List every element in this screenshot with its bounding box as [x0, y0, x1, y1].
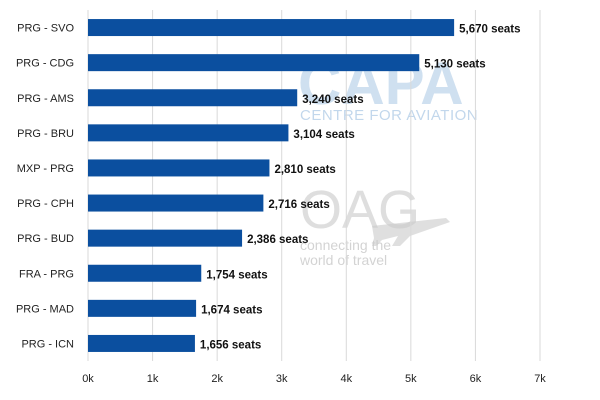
- value-label: 3,104 seats: [293, 129, 354, 141]
- category-label: PRG - BUD: [17, 233, 74, 245]
- value-label: 1,754 seats: [206, 269, 267, 281]
- x-tick-label: 7k: [534, 373, 546, 385]
- category-label: PRG - BRU: [17, 128, 74, 140]
- bar: [88, 299, 197, 317]
- category-label: PRG - ICN: [21, 338, 74, 350]
- value-label: 2,716 seats: [268, 199, 329, 211]
- value-label: 1,656 seats: [200, 339, 261, 351]
- value-label: 3,240 seats: [302, 94, 363, 106]
- bar: [88, 124, 289, 142]
- x-tick-label: 4k: [340, 373, 352, 385]
- watermarks: CAPA CENTRE FOR AVIATION OAG connecting …: [298, 50, 478, 268]
- value-labels: 5,670 seats 5,130 seats 3,240 seats 3,104 s…: [200, 24, 521, 352]
- value-label: 2,386 seats: [247, 234, 308, 246]
- capa-watermark-subtitle: CENTRE FOR AVIATION: [300, 107, 478, 124]
- bar: [88, 19, 455, 37]
- x-tick-label: 0k: [82, 373, 94, 385]
- bar: [88, 89, 298, 107]
- bar: [88, 264, 202, 282]
- bar: [88, 159, 270, 177]
- value-label: 1,674 seats: [201, 304, 262, 316]
- category-label: MXP - PRG: [17, 163, 74, 175]
- category-label: PRG - MAD: [16, 303, 74, 315]
- bar: [88, 229, 243, 247]
- category-label: PRG - CDG: [16, 58, 74, 70]
- category-label: PRG - SVO: [17, 23, 74, 35]
- value-label: 2,810 seats: [274, 164, 335, 176]
- x-tick-label: 5k: [405, 373, 417, 385]
- x-tick-label: 3k: [276, 373, 288, 385]
- value-label: 5,670 seats: [459, 24, 520, 36]
- category-labels: PRG - SVO PRG - CDG PRG - AMS PRG - BRU MXP …: [16, 23, 75, 351]
- oag-tagline-line-2: world of travel: [299, 252, 387, 268]
- x-axis-ticks: 0k 1k 2k 3k 4k 5k 6k 7k: [82, 373, 546, 385]
- x-tick-label: 2k: [211, 373, 223, 385]
- x-tick-label: 6k: [470, 373, 482, 385]
- x-tick-label: 1k: [147, 373, 159, 385]
- bar: [88, 334, 195, 352]
- value-label: 5,130 seats: [424, 59, 485, 71]
- bar: [88, 54, 420, 72]
- bar: [88, 194, 264, 212]
- category-label: FRA - PRG: [19, 268, 74, 280]
- category-label: PRG - CPH: [17, 198, 74, 210]
- category-label: PRG - AMS: [17, 93, 74, 105]
- bars: [88, 19, 455, 352]
- oag-tagline-line-1: connecting the: [300, 237, 391, 253]
